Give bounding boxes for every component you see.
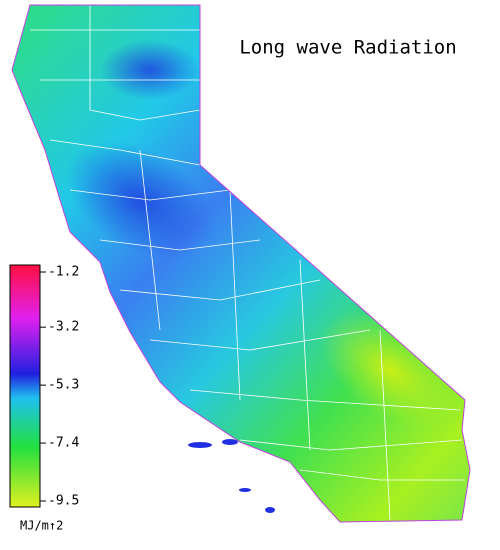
colorbar-tick-label: -7.4 xyxy=(48,436,79,451)
colorbar-tick-label: -1.2 xyxy=(48,265,79,280)
map-title: Long wave Radiation xyxy=(239,37,456,59)
colorbar xyxy=(9,264,41,508)
colorbar-ticks: -1.2 -3.2 -5.3 -7.4 -9.5 xyxy=(40,265,79,509)
county-lines xyxy=(30,5,465,521)
colorbar-tick-label: -5.3 xyxy=(48,378,79,393)
islands xyxy=(188,439,275,513)
colorbar-unit: MJ/m↑2 xyxy=(20,519,63,533)
coastline xyxy=(11,4,471,523)
cool-zone xyxy=(66,141,214,259)
colorbar-tick-label: -9.5 xyxy=(48,494,79,509)
cool-zone xyxy=(100,40,200,100)
colorbar-tick-label: -3.2 xyxy=(48,320,79,335)
